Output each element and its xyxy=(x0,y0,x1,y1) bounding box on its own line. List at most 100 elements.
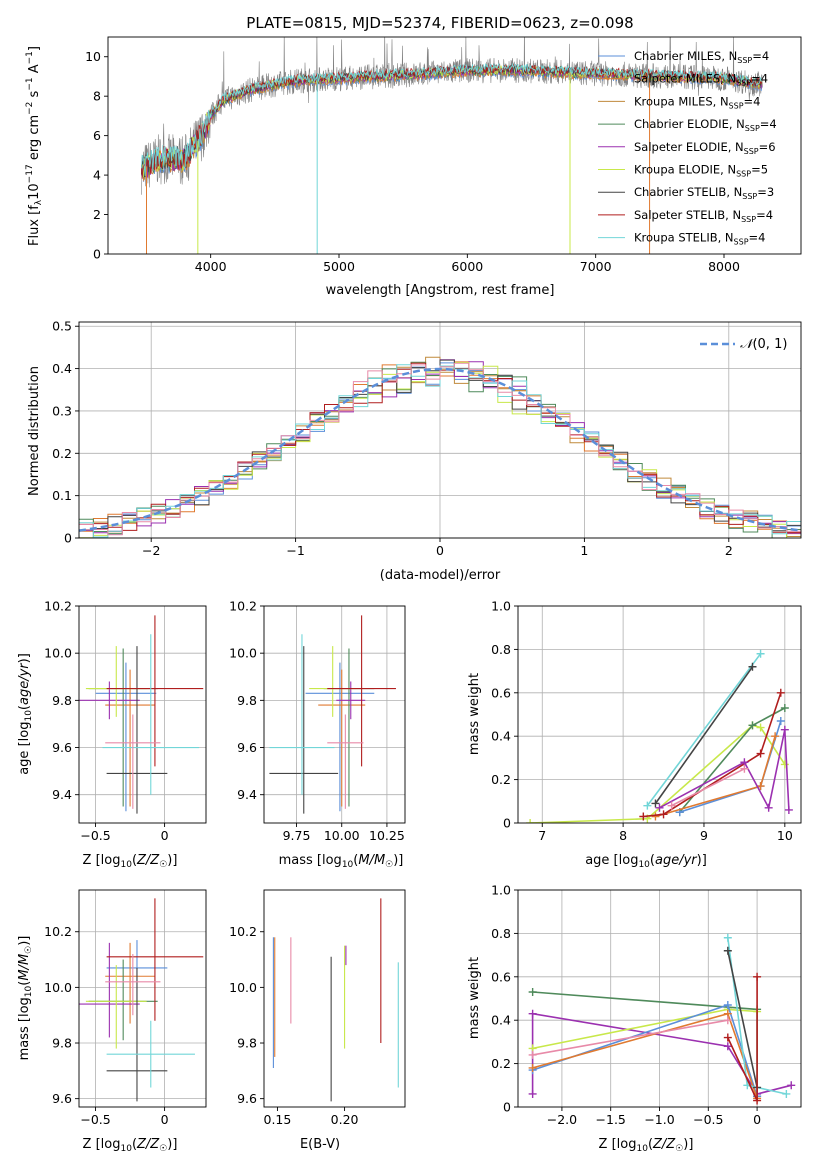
x-tick-label: −2.0 xyxy=(547,1112,577,1127)
y-tick-label: 6 xyxy=(93,128,101,143)
mass-weight-marker xyxy=(723,946,732,955)
x-tick-label: −0.5 xyxy=(80,828,110,843)
y-tick-label: 10.0 xyxy=(44,980,72,995)
x-tick-label: 7 xyxy=(538,828,546,843)
spectrum-ylabel: Flux [fλ10−17 erg cm−2 s−1 A−1] xyxy=(25,46,44,246)
y-tick-label: 10.0 xyxy=(229,646,257,661)
axes-frame xyxy=(78,605,207,824)
y-tick-label: 0.2 xyxy=(52,446,72,461)
weight-vs-metallicity-panel: −2.0 −1.5 −1.0 −0.5 0 0 0.2 0.4 0.6 0.8 1.0 Z [log… xyxy=(467,883,802,1154)
histogram-plot-area: −2 −1 0 1 2 0 0.1 0.2 0.3 0.4 0.5 xyxy=(52,319,802,558)
mass-weight-marker xyxy=(651,799,660,808)
y-tick-label: 0.4 xyxy=(491,1013,511,1028)
weight-vs-metallicity-ylabel: mass weight xyxy=(467,957,482,1039)
mass-weight-marker xyxy=(651,812,660,821)
y-tick-label: 9.8 xyxy=(237,1036,257,1051)
y-tick-label: 9.8 xyxy=(52,693,72,708)
weight-vs-age-ylabel: mass weight xyxy=(467,673,482,755)
mass-weight-line xyxy=(643,692,782,818)
spectrum-plot-area: 4000 5000 6000 7000 8000 0 2 4 6 8 10 xyxy=(85,36,802,274)
weight-vs-age-xlabel: age [log10(age/yr)] xyxy=(585,853,707,870)
legend-label: Chabrier STELIB, NSSP=3 xyxy=(634,185,774,201)
age-vs-mass-xlabel: mass [log10(M/M☉)] xyxy=(279,853,404,870)
legend-label: Salpeter MILES, NSSP=4 xyxy=(634,72,768,88)
mass-weight-marker xyxy=(784,805,793,814)
y-tick-label: 10.0 xyxy=(229,980,257,995)
x-tick-label: 0.15 xyxy=(264,1112,292,1127)
x-tick-label: −1 xyxy=(286,543,304,558)
mass-weight-line xyxy=(646,653,762,807)
mass-weight-marker xyxy=(528,987,537,996)
spectrum-legend: Chabrier MILES, NSSP=4 Salpeter MILES, NS… xyxy=(598,49,777,247)
mass-weight-line xyxy=(727,950,758,1088)
age-vs-metallicity-ylabel: age [log10(age/yr)] xyxy=(17,653,34,775)
x-tick-label: 10.00 xyxy=(324,828,360,843)
mass-vs-metallicity-ylabel: mass [log10(M/M☉)] xyxy=(17,936,34,1061)
legend-label: Kroupa ELODIE, NSSP=5 xyxy=(634,163,768,179)
mass-weight-marker xyxy=(756,649,765,658)
y-tick-label: 10.2 xyxy=(44,924,72,939)
y-tick-label: 0 xyxy=(64,531,72,546)
clipped-marks xyxy=(79,898,204,1102)
mass-weight-marker xyxy=(771,732,780,741)
mass-weight-marker xyxy=(780,703,789,712)
y-tick-label: 10 xyxy=(85,49,101,64)
mass-weight-marker xyxy=(787,1081,796,1090)
normal-legend-label: 𝒩(0, 1) xyxy=(740,337,787,352)
mass-vs-extinction-plot-area: 0.15 0.20 9.6 9.8 10.0 10.2 xyxy=(229,889,406,1127)
mass-weight-marker xyxy=(528,1089,537,1098)
x-tick-label: −0.5 xyxy=(80,1112,110,1127)
legend-label: Kroupa MILES, NSSP=4 xyxy=(634,94,760,110)
y-tick-label: 0 xyxy=(503,1100,511,1115)
mass-weight-marker xyxy=(667,801,676,810)
mass-vs-extinction-xlabel: E(B-V) xyxy=(300,1137,340,1152)
x-tick-label: 0.20 xyxy=(331,1112,359,1127)
y-tick-label: 0.6 xyxy=(491,969,511,984)
x-tick-label: 0 xyxy=(161,1112,169,1127)
x-tick-label: 8000 xyxy=(708,259,740,274)
mass-weight-marker xyxy=(643,801,652,810)
figure-title: PLATE=0815, MJD=52374, FIBERID=0623, z=0… xyxy=(246,14,633,32)
y-tick-label: 10.2 xyxy=(229,924,257,939)
y-tick-label: 9.6 xyxy=(237,1091,257,1106)
mass-weight-marker xyxy=(756,723,765,732)
x-tick-label: 9.75 xyxy=(283,828,311,843)
x-tick-label: −1.5 xyxy=(596,1112,626,1127)
y-tick-label: 2 xyxy=(93,207,101,222)
y-tick-label: 10.2 xyxy=(44,599,72,614)
axes-frame xyxy=(263,605,406,824)
weight-vs-age-plot-area: 7 8 9 10 0 0.2 0.4 0.6 0.8 1.0 xyxy=(491,599,802,843)
y-tick-label: 9.4 xyxy=(237,787,257,802)
mass-weight-marker xyxy=(528,1009,537,1018)
spectrum-xlabel: wavelength [Angstrom, rest frame] xyxy=(326,283,555,298)
mass-weight-marker xyxy=(639,812,648,821)
legend-label: Kroupa STELIB, NSSP=4 xyxy=(634,231,765,247)
weight-vs-age-panel: 7 8 9 10 0 0.2 0.4 0.6 0.8 1.0 age [log10(age/yr)… xyxy=(467,599,802,870)
age-vs-metallicity-panel: −0.5 0 9.4 9.6 9.8 10.0 10.2 Z [log10(Z/Z☉)] a… xyxy=(17,599,207,870)
x-tick-label: 7000 xyxy=(580,259,612,274)
histogram-legend: 𝒩(0, 1) xyxy=(700,337,787,352)
axes-frame xyxy=(517,605,802,824)
x-tick-label: −2 xyxy=(142,543,160,558)
mass-weight-marker xyxy=(756,749,765,758)
mass-weight-marker xyxy=(723,1001,732,1010)
mass-weight-marker xyxy=(740,764,749,773)
age-vs-metallicity-plot-area: −0.5 0 9.4 9.6 9.8 10.0 10.2 xyxy=(44,599,207,843)
y-tick-label: 0.2 xyxy=(491,1056,511,1071)
y-tick-label: 9.8 xyxy=(52,1036,72,1051)
mass-weight-marker xyxy=(780,725,789,734)
mass-weight-marker xyxy=(659,810,668,819)
mass-weight-marker xyxy=(528,1050,537,1059)
y-tick-label: 1.0 xyxy=(491,883,511,898)
histogram-step-line xyxy=(79,362,801,536)
y-tick-label: 4 xyxy=(93,168,101,183)
y-tick-label: 10.2 xyxy=(229,599,257,614)
mass-weight-marker xyxy=(764,803,773,812)
x-tick-label: 5000 xyxy=(323,259,355,274)
mass-vs-extinction-panel: 0.15 0.20 9.6 9.8 10.0 10.2 E(B-V) xyxy=(229,889,406,1152)
x-tick-label: 8 xyxy=(619,828,627,843)
x-tick-label: 0 xyxy=(753,1112,761,1127)
x-tick-label: −0.5 xyxy=(693,1112,723,1127)
mass-weight-marker xyxy=(753,1096,762,1105)
mass-weight-marker xyxy=(748,721,757,730)
